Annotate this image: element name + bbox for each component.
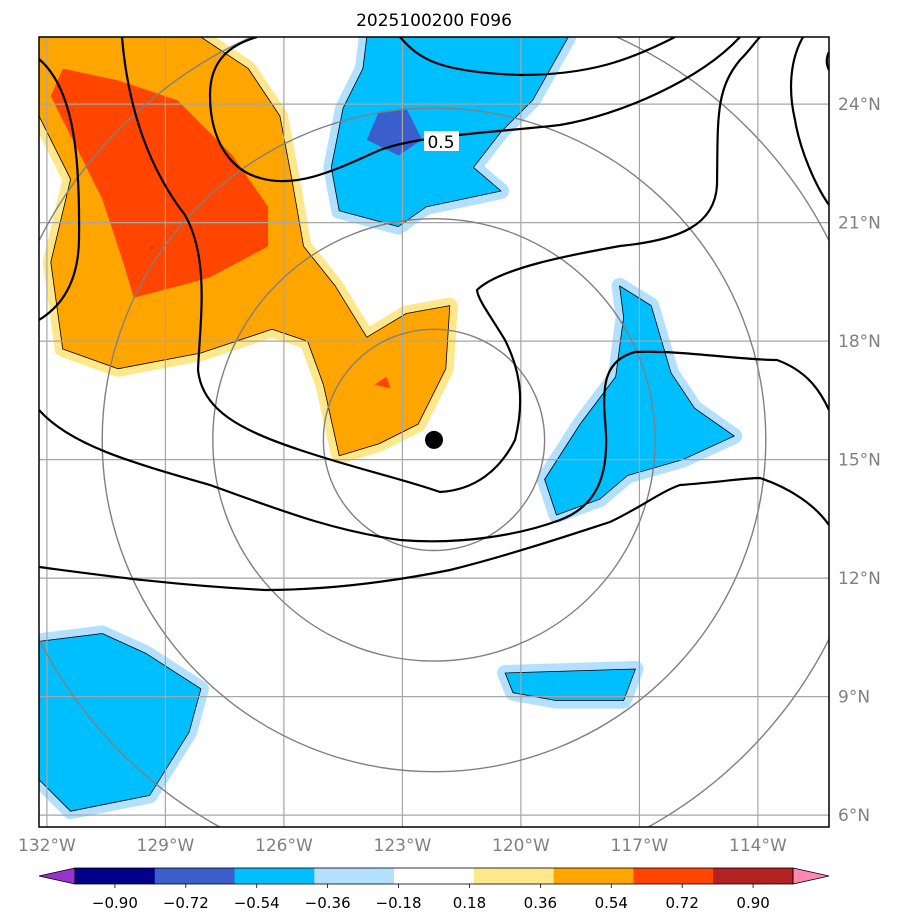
- y-tick-label: 9°N: [838, 688, 870, 708]
- shaded-anomaly-regions: [39, 37, 743, 820]
- contour-line: [39, 350, 829, 543]
- shaded-region: [366, 108, 423, 156]
- range-rings: [39, 37, 829, 827]
- colorbar-tick-label: −0.36: [305, 894, 351, 912]
- contour-line: [399, 37, 676, 77]
- colorbar-tick-label: 0.18: [453, 894, 486, 912]
- x-tick-label: 114°W: [729, 836, 787, 856]
- colorbar-bin: [633, 868, 714, 884]
- colorbar-bin: [473, 868, 555, 884]
- colorbar: −0.90 −0.72 −0.54 −0.36 −0.18 0.18 0.36 0.54 0.7…: [38, 867, 830, 912]
- x-tick-label: 132°W: [18, 836, 76, 856]
- black-contours: [39, 37, 829, 592]
- map-frame: [38, 36, 830, 828]
- y-tick-label: 18°N: [838, 332, 881, 352]
- range-ring: [322, 328, 546, 552]
- y-tick-label: 6°N: [838, 806, 870, 826]
- colorbar-bin: [553, 868, 634, 884]
- contour-line: [39, 476, 829, 592]
- contour-label-background: [424, 131, 459, 151]
- y-tick-label: 21°N: [838, 214, 881, 234]
- colorbar-tick-label: −0.18: [376, 894, 422, 912]
- colorbar-tick-label: 0.36: [524, 894, 557, 912]
- colorbar-bin: [154, 868, 236, 884]
- colorbar-bin: [234, 868, 315, 884]
- shaded-region-edge: [39, 37, 451, 457]
- contour-line: [789, 37, 829, 206]
- shaded-region-edge: [330, 37, 569, 228]
- y-tick-label: 12°N: [838, 569, 881, 589]
- shaded-region: [50, 68, 269, 298]
- contour-line: [208, 37, 741, 183]
- colorbar-bin: [314, 868, 395, 884]
- colorbar-tick-label: 0.90: [736, 894, 769, 912]
- y-tick-label: 24°N: [838, 95, 881, 115]
- latitude-tick-labels: 6°N 9°N 12°N 15°N 18°N 21°N 24°N: [838, 95, 881, 826]
- colorbar-outline: [74, 867, 794, 885]
- storm-center-marker: [425, 430, 443, 449]
- shaded-region: [39, 633, 201, 812]
- x-tick-label: 126°W: [255, 836, 313, 856]
- contour-line: [120, 37, 761, 494]
- longitude-tick-labels: 132°W 129°W 126°W 123°W 120°W 117°W 114°W: [18, 836, 787, 856]
- shaded-region: [505, 669, 636, 701]
- contour-line: [39, 58, 81, 321]
- colorbar-bin: [394, 868, 475, 884]
- x-tick-label: 123°W: [374, 836, 432, 856]
- shaded-region-edge: [39, 633, 202, 812]
- map-plot-area: 0.5: [39, 37, 829, 827]
- colorbar-tick-label: 0.72: [665, 894, 698, 912]
- shaded-region-edge: [544, 285, 735, 516]
- y-tick-label: 15°N: [838, 451, 881, 471]
- colorbar-tick-label: −0.54: [234, 894, 280, 912]
- colorbar-tick-label: −0.90: [92, 894, 138, 912]
- colorbar-bin: [75, 868, 156, 884]
- chart-title: 2025100200 F096: [356, 11, 512, 31]
- range-ring: [101, 107, 767, 773]
- colorbar-bin: [713, 868, 794, 884]
- lat-lon-gridlines: [39, 37, 829, 827]
- colorbar-tick-label: −0.72: [163, 894, 209, 912]
- colorbar-tick-label: 0.54: [595, 894, 628, 912]
- colorbar-extend-high: [792, 867, 830, 885]
- range-ring: [212, 217, 656, 662]
- shaded-region-edge: [504, 668, 636, 701]
- shaded-region: [374, 376, 391, 389]
- x-tick-label: 129°W: [137, 836, 195, 856]
- x-tick-label: 117°W: [611, 836, 669, 856]
- contour-label: 0.5: [427, 133, 454, 153]
- x-tick-label: 120°W: [492, 836, 550, 856]
- colorbar-extend-low: [38, 867, 76, 885]
